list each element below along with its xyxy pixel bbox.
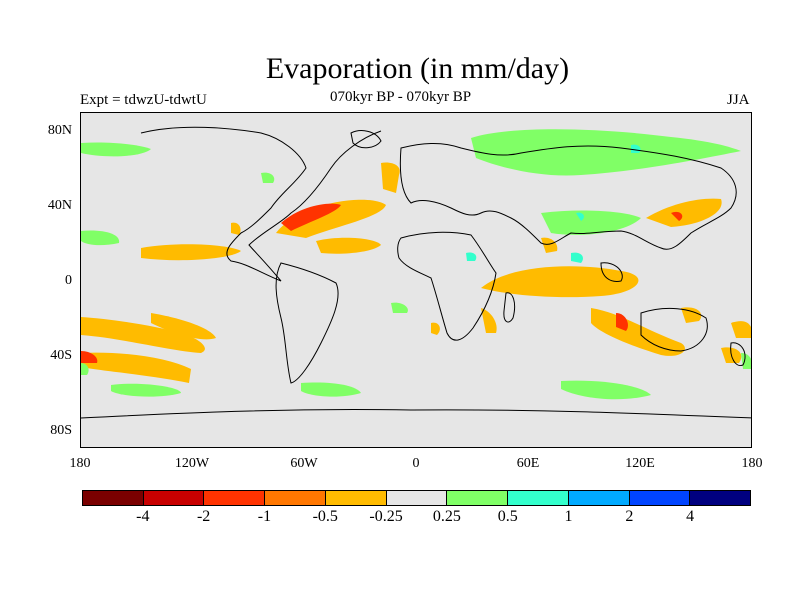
colorbar-box-6 xyxy=(447,491,509,505)
map-panel xyxy=(80,112,752,448)
x-tick-label-0: 0 xyxy=(412,456,420,471)
x-tick-label-60e: 60E xyxy=(516,456,540,471)
strong-negative-anomaly-patches xyxy=(81,203,683,363)
colorbar-box-1 xyxy=(143,491,205,505)
colorbar-box-4 xyxy=(325,491,387,505)
coastlines xyxy=(81,126,751,419)
negative-anomaly-patches xyxy=(81,162,751,383)
x-tick-label-120w: 120W xyxy=(174,456,210,471)
cyan-anomaly-patches xyxy=(466,144,641,263)
positive-anomaly-patches xyxy=(81,129,751,400)
x-tick-label-60w: 60W xyxy=(290,456,318,471)
y-tick-label-80n: 80N xyxy=(47,123,72,138)
experiment-label: Expt = tdwzU-tdwtU xyxy=(80,92,207,108)
colorbar-box-7 xyxy=(508,491,569,505)
x-tick-label-180w: 180 xyxy=(69,456,91,471)
colorbar-box-9 xyxy=(629,491,691,505)
y-tick-label-40s: 40S xyxy=(50,348,72,363)
season-label: JJA xyxy=(727,92,750,108)
colorbar-label: -4 xyxy=(136,508,150,525)
colorbar-label: 0.25 xyxy=(432,508,461,525)
colorbar-label: 2 xyxy=(625,508,634,525)
colorbar-label: 1 xyxy=(564,508,573,525)
colorbar-label: -1 xyxy=(257,508,272,525)
chart-title: Evaporation (in mm/day) xyxy=(265,52,570,85)
colorbar-box-10 xyxy=(690,491,751,505)
colorbar-label: 4 xyxy=(686,508,695,525)
colorbar-label: 0.5 xyxy=(497,508,518,525)
x-tick-label-180e: 180 xyxy=(741,456,763,471)
x-tick-label-120e: 120E xyxy=(625,456,655,471)
colorbar-box-8 xyxy=(568,491,630,505)
colorbar-label: -2 xyxy=(196,508,211,525)
colorbar-label: -0.5 xyxy=(312,508,338,525)
y-tick-label-80s: 80S xyxy=(50,423,72,438)
y-tick-label-equator: 0 xyxy=(65,273,72,288)
y-tick-label-40n: 40N xyxy=(47,198,72,213)
colorbar-box-5 xyxy=(386,491,448,505)
period-label: 070kyr BP - 070kyr BP xyxy=(330,89,472,105)
colorbar-box-0 xyxy=(83,491,144,505)
evaporation-map xyxy=(81,126,751,419)
colorbar-box-3 xyxy=(265,491,326,505)
colorbar-box-2 xyxy=(204,491,266,505)
colorbar-label: -0.25 xyxy=(369,508,403,525)
colorbar xyxy=(82,490,751,506)
